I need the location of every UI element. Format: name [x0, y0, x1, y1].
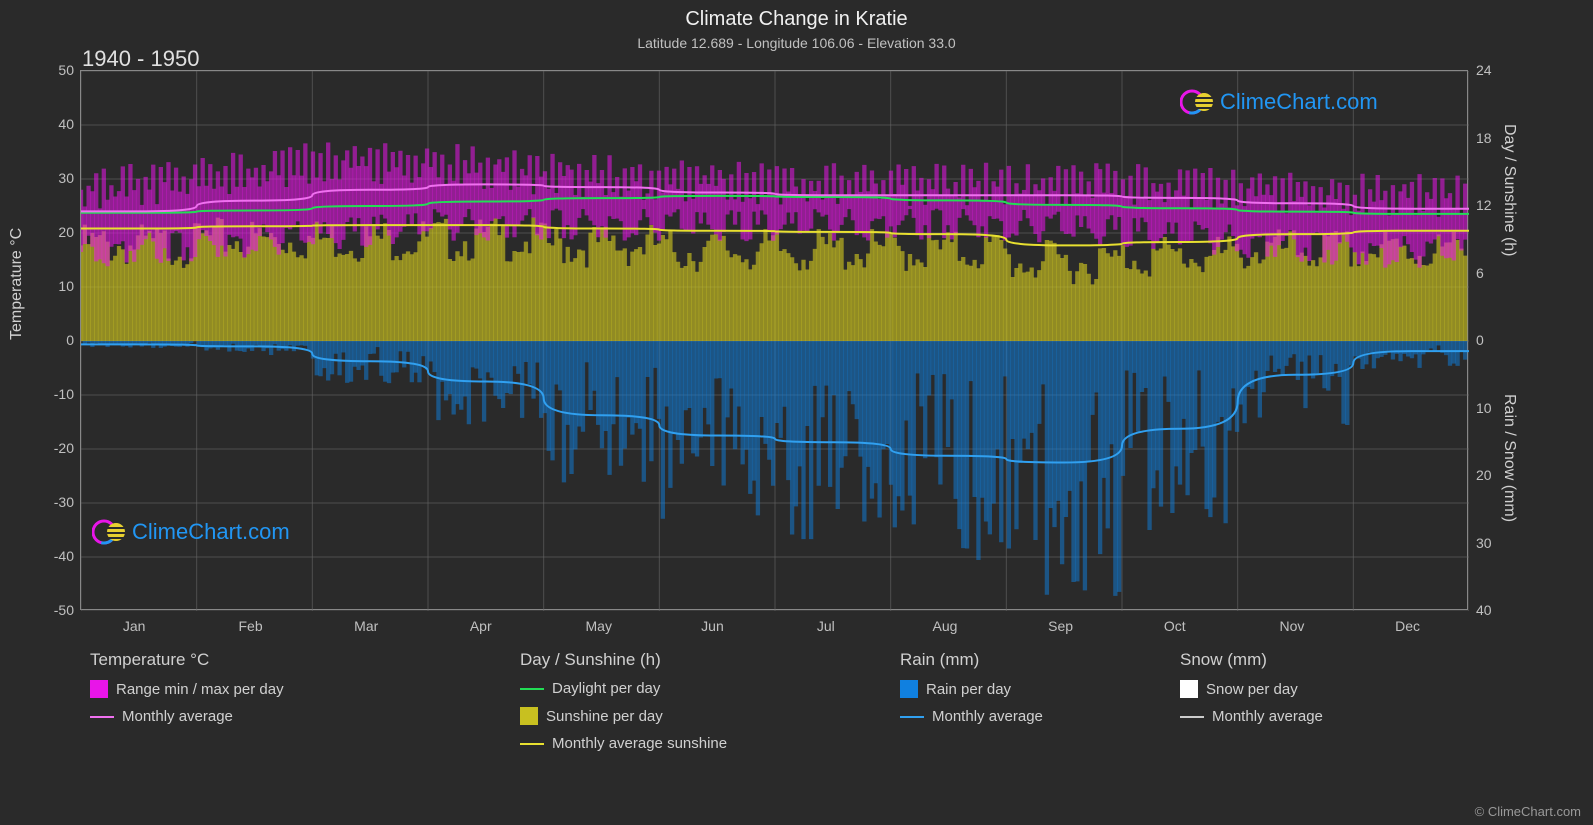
legend-swatch — [90, 716, 114, 718]
x-tick-month: Mar — [354, 618, 378, 634]
chart-subtitle: Latitude 12.689 - Longitude 106.06 - Ele… — [0, 31, 1593, 51]
legend-item: Range min / max per day — [90, 680, 284, 698]
y-tick-left: -50 — [54, 602, 74, 618]
x-tick-month: Dec — [1395, 618, 1420, 634]
legend-label: Daylight per day — [552, 680, 660, 697]
legend-item: Sunshine per day — [520, 707, 727, 725]
legend-item: Daylight per day — [520, 680, 727, 697]
legend-swatch — [900, 680, 918, 698]
legend-swatch — [520, 743, 544, 745]
y-tick-left: 20 — [58, 224, 74, 240]
x-tick-month: Jan — [123, 618, 146, 634]
y-tick-right: 20 — [1476, 467, 1492, 483]
legend-section: Rain (mm) Rain per day Monthly average — [900, 650, 1043, 725]
legend-title: Day / Sunshine (h) — [520, 650, 727, 670]
legend-swatch — [1180, 680, 1198, 698]
y-tick-left: -30 — [54, 494, 74, 510]
legend-title: Temperature °C — [90, 650, 284, 670]
legend-section: Day / Sunshine (h) Daylight per day Sunshi… — [520, 650, 727, 752]
x-tick-month: Feb — [239, 618, 263, 634]
y-tick-left: 40 — [58, 116, 74, 132]
legend-item: Snow per day — [1180, 680, 1323, 698]
y-tick-left: 50 — [58, 62, 74, 78]
legend-section: Snow (mm) Snow per day Monthly average — [1180, 650, 1323, 725]
legend-swatch — [900, 716, 924, 718]
y-tick-right: 18 — [1476, 130, 1492, 146]
legend-title: Snow (mm) — [1180, 650, 1323, 670]
period-label: 1940 - 1950 — [82, 46, 199, 72]
copyright-text: © ClimeChart.com — [1475, 804, 1581, 819]
x-tick-month: Apr — [470, 618, 492, 634]
y-tick-left: -20 — [54, 440, 74, 456]
x-tick-month: Jun — [701, 618, 724, 634]
legend-label: Range min / max per day — [116, 681, 284, 698]
legend-item: Rain per day — [900, 680, 1043, 698]
y-tick-left: 0 — [66, 332, 74, 348]
y-tick-right: 6 — [1476, 265, 1484, 281]
globe-icon — [92, 515, 126, 549]
y-tick-left: 10 — [58, 278, 74, 294]
legend-label: Sunshine per day — [546, 708, 663, 725]
x-tick-month: May — [586, 618, 612, 634]
climate-chart: Climate Change in Kratie Latitude 12.689… — [0, 0, 1593, 825]
x-tick-month: Aug — [933, 618, 958, 634]
y-tick-left: 30 — [58, 170, 74, 186]
legend-item: Monthly average — [1180, 708, 1323, 725]
y-tick-right: 40 — [1476, 602, 1492, 618]
y-label-rain: Rain / Snow (mm) — [1500, 394, 1518, 522]
y-label-sunshine: Day / Sunshine (h) — [1500, 124, 1518, 257]
legend-label: Snow per day — [1206, 681, 1298, 698]
legend-swatch — [520, 688, 544, 690]
legend-label: Rain per day — [926, 681, 1011, 698]
legend-section: Temperature °C Range min / max per day Mon… — [90, 650, 284, 725]
legend-item: Monthly average — [900, 708, 1043, 725]
x-tick-month: Nov — [1280, 618, 1305, 634]
y-tick-right: 0 — [1476, 332, 1484, 348]
legend-label: Monthly average — [932, 708, 1043, 725]
chart-title: Climate Change in Kratie — [0, 0, 1593, 31]
legend-item: Monthly average sunshine — [520, 735, 727, 752]
x-tick-month: Sep — [1048, 618, 1073, 634]
legend-item: Monthly average — [90, 708, 284, 725]
x-tick-month: Oct — [1164, 618, 1186, 634]
x-tick-month: Jul — [817, 618, 835, 634]
legend-label: Monthly average — [122, 708, 233, 725]
climechart-logo: ClimeChart.com — [1180, 85, 1378, 119]
y-tick-right: 24 — [1476, 62, 1492, 78]
logo-text: ClimeChart.com — [132, 519, 290, 545]
y-tick-right: 30 — [1476, 535, 1492, 551]
legend-swatch — [90, 680, 108, 698]
legend-label: Monthly average sunshine — [552, 735, 727, 752]
globe-icon — [1180, 85, 1214, 119]
legend-label: Monthly average — [1212, 708, 1323, 725]
y-tick-right: 10 — [1476, 400, 1492, 416]
logo-text: ClimeChart.com — [1220, 89, 1378, 115]
y-tick-left: -10 — [54, 386, 74, 402]
legend-swatch — [1180, 716, 1204, 718]
climechart-logo: ClimeChart.com — [92, 515, 290, 549]
legend-title: Rain (mm) — [900, 650, 1043, 670]
y-label-temperature: Temperature °C — [8, 320, 26, 340]
y-tick-left: -40 — [54, 548, 74, 564]
y-tick-right: 12 — [1476, 197, 1492, 213]
legend-swatch — [520, 707, 538, 725]
